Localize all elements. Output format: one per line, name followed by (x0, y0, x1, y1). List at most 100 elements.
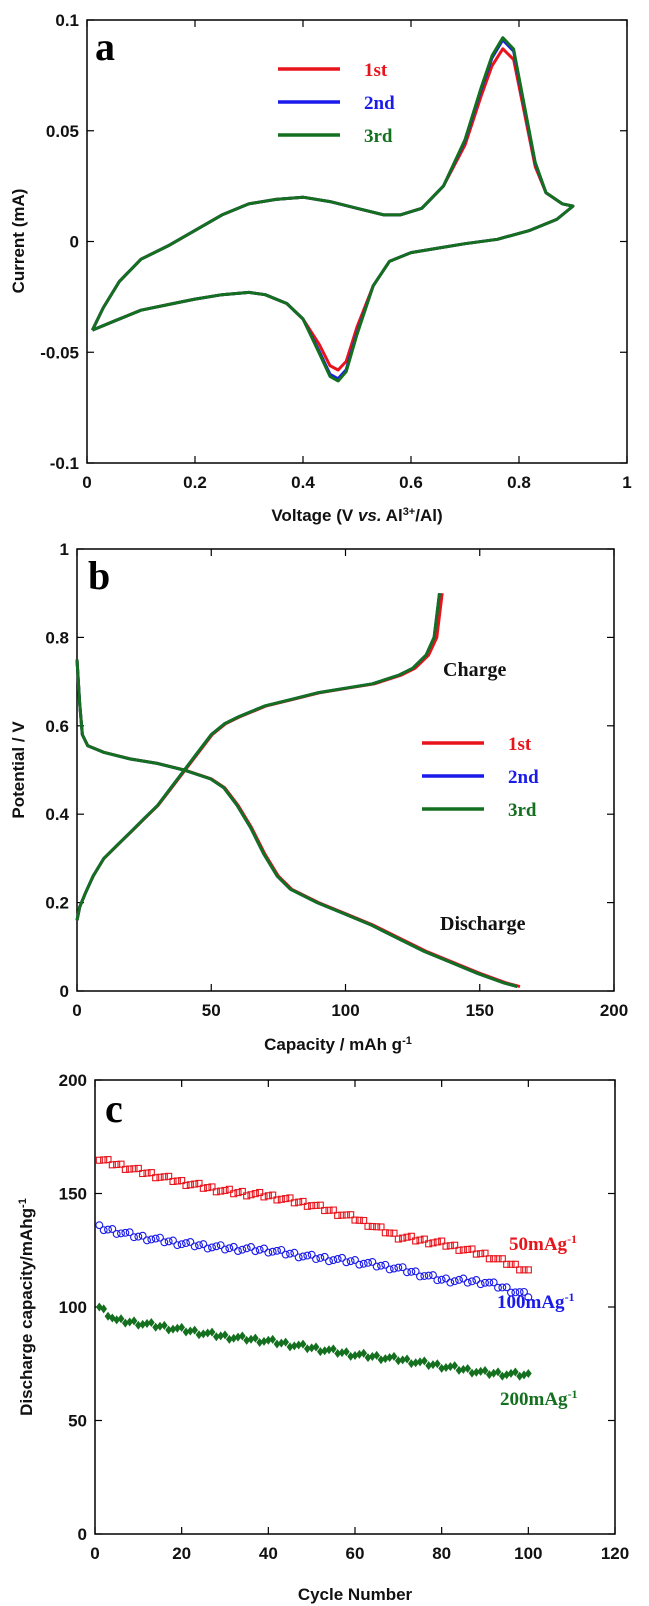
data-point-100mAg-1 (377, 1261, 385, 1270)
data-point-50mAg-1 (238, 1187, 246, 1196)
data-point-50mAg-1 (338, 1211, 346, 1219)
data-point-50mAg-1 (394, 1235, 402, 1243)
data-point-50mAg-1 (468, 1245, 476, 1253)
data-point-100mAg-1 (316, 1254, 325, 1262)
data-point-50mAg-1 (459, 1246, 467, 1254)
x-tick-label: 80 (432, 1544, 451, 1563)
panel-a-letter: a (95, 24, 115, 69)
data-point-50mAg-1 (386, 1229, 394, 1237)
data-point-100mAg-1 (333, 1255, 342, 1263)
data-point-100mAg-1 (325, 1257, 333, 1266)
y-tick-label: 150 (59, 1185, 87, 1204)
data-point-50mAg-1 (225, 1185, 233, 1193)
data-point-50mAg-1 (212, 1188, 220, 1196)
data-point-50mAg-1 (312, 1201, 320, 1209)
data-point-100mAg-1 (247, 1243, 255, 1251)
data-point-50mAg-1 (186, 1181, 194, 1189)
data-point-100mAg-1 (182, 1239, 190, 1248)
data-point-50mAg-1 (390, 1229, 398, 1237)
data-point-50mAg-1 (156, 1173, 164, 1181)
data-point-50mAg-1 (117, 1160, 125, 1168)
x-tick-label: 0.4 (291, 473, 315, 492)
data-point-100mAg-1 (177, 1240, 186, 1249)
data-point-100mAg-1 (390, 1264, 398, 1273)
data-point-100mAg-1 (355, 1260, 364, 1269)
data-point-200mAg-1 (108, 1313, 116, 1323)
series-label-50mAg-1: 50mAg-1 (509, 1232, 577, 1255)
data-point-100mAg-1 (494, 1283, 502, 1292)
series-label-200mAg-1: 200mAg-1 (500, 1387, 578, 1410)
data-point-100mAg-1 (99, 1226, 108, 1235)
legend-label-2nd: 2nd (364, 93, 395, 114)
data-point-100mAg-1 (489, 1278, 498, 1287)
data-point-100mAg-1 (251, 1247, 260, 1256)
data-point-100mAg-1 (125, 1228, 134, 1237)
data-point-50mAg-1 (347, 1211, 355, 1219)
data-point-200mAg-1 (221, 1330, 229, 1340)
data-point-50mAg-1 (104, 1156, 112, 1164)
legend-label-3rd: 3rd (508, 800, 537, 821)
data-point-100mAg-1 (108, 1225, 117, 1233)
data-point-100mAg-1 (234, 1247, 242, 1255)
data-point-100mAg-1 (398, 1263, 407, 1272)
discharge-curve-1st (75, 659, 521, 989)
x-tick-label: 150 (466, 1001, 494, 1020)
data-point-50mAg-1 (152, 1174, 160, 1182)
data-point-50mAg-1 (455, 1246, 463, 1254)
data-point-50mAg-1 (247, 1191, 255, 1199)
legend-label-1st: 1st (508, 734, 532, 755)
charge-curve-3rd (75, 593, 441, 921)
discharge-curve-2nd (75, 659, 518, 989)
data-point-50mAg-1 (165, 1172, 173, 1180)
data-point-200mAg-1 (511, 1367, 519, 1377)
data-point-50mAg-1 (234, 1189, 242, 1197)
data-point-100mAg-1 (403, 1268, 411, 1277)
data-point-100mAg-1 (147, 1235, 156, 1244)
data-point-100mAg-1 (442, 1274, 450, 1283)
data-point-100mAg-1 (160, 1238, 169, 1247)
data-point-50mAg-1 (498, 1255, 506, 1263)
y-tick-label: 0.1 (55, 11, 79, 30)
data-point-200mAg-1 (299, 1339, 307, 1349)
data-point-100mAg-1 (455, 1275, 463, 1284)
data-point-100mAg-1 (381, 1260, 390, 1269)
panel-a-cv-chart: a -0.1 -0.05 0 0.05 0.1 0 0.2 0.4 0.6 0.8 1 1st 2nd 3… (9, 11, 632, 525)
data-point-100mAg-1 (429, 1271, 437, 1280)
data-point-50mAg-1 (420, 1235, 428, 1243)
data-point-100mAg-1 (242, 1244, 251, 1253)
data-point-100mAg-1 (450, 1277, 459, 1286)
data-point-100mAg-1 (329, 1256, 338, 1265)
data-point-200mAg-1 (451, 1361, 459, 1371)
data-point-50mAg-1 (381, 1229, 389, 1237)
panel-a-plot-frame (86, 19, 628, 464)
data-point-100mAg-1 (229, 1242, 238, 1251)
data-point-50mAg-1 (273, 1196, 281, 1204)
data-point-200mAg-1 (420, 1356, 428, 1366)
data-point-50mAg-1 (399, 1234, 407, 1242)
data-point-100mAg-1 (351, 1256, 359, 1264)
data-point-100mAg-1 (281, 1250, 290, 1259)
data-point-200mAg-1 (373, 1350, 381, 1360)
discharge-curve-3rd (75, 659, 518, 989)
data-point-50mAg-1 (511, 1260, 519, 1268)
data-point-50mAg-1 (121, 1165, 129, 1173)
data-point-100mAg-1 (520, 1287, 528, 1296)
data-point-50mAg-1 (204, 1184, 212, 1192)
data-point-50mAg-1 (442, 1242, 450, 1250)
data-point-50mAg-1 (472, 1250, 480, 1258)
y-tick-label: 200 (59, 1071, 87, 1090)
data-point-50mAg-1 (481, 1249, 489, 1257)
data-point-100mAg-1 (394, 1263, 403, 1272)
data-point-50mAg-1 (199, 1184, 207, 1192)
x-tick-label: 40 (259, 1544, 278, 1563)
data-point-50mAg-1 (355, 1216, 363, 1224)
data-point-50mAg-1 (143, 1169, 151, 1177)
cv-curve-1st (91, 47, 575, 372)
data-point-200mAg-1 (390, 1351, 398, 1361)
data-point-200mAg-1 (130, 1316, 138, 1326)
data-point-200mAg-1 (312, 1342, 320, 1352)
panel-a-y-axis-label: Current (mA) (9, 189, 28, 294)
data-point-100mAg-1 (268, 1247, 277, 1256)
data-point-50mAg-1 (130, 1165, 138, 1173)
data-point-100mAg-1 (195, 1241, 203, 1250)
